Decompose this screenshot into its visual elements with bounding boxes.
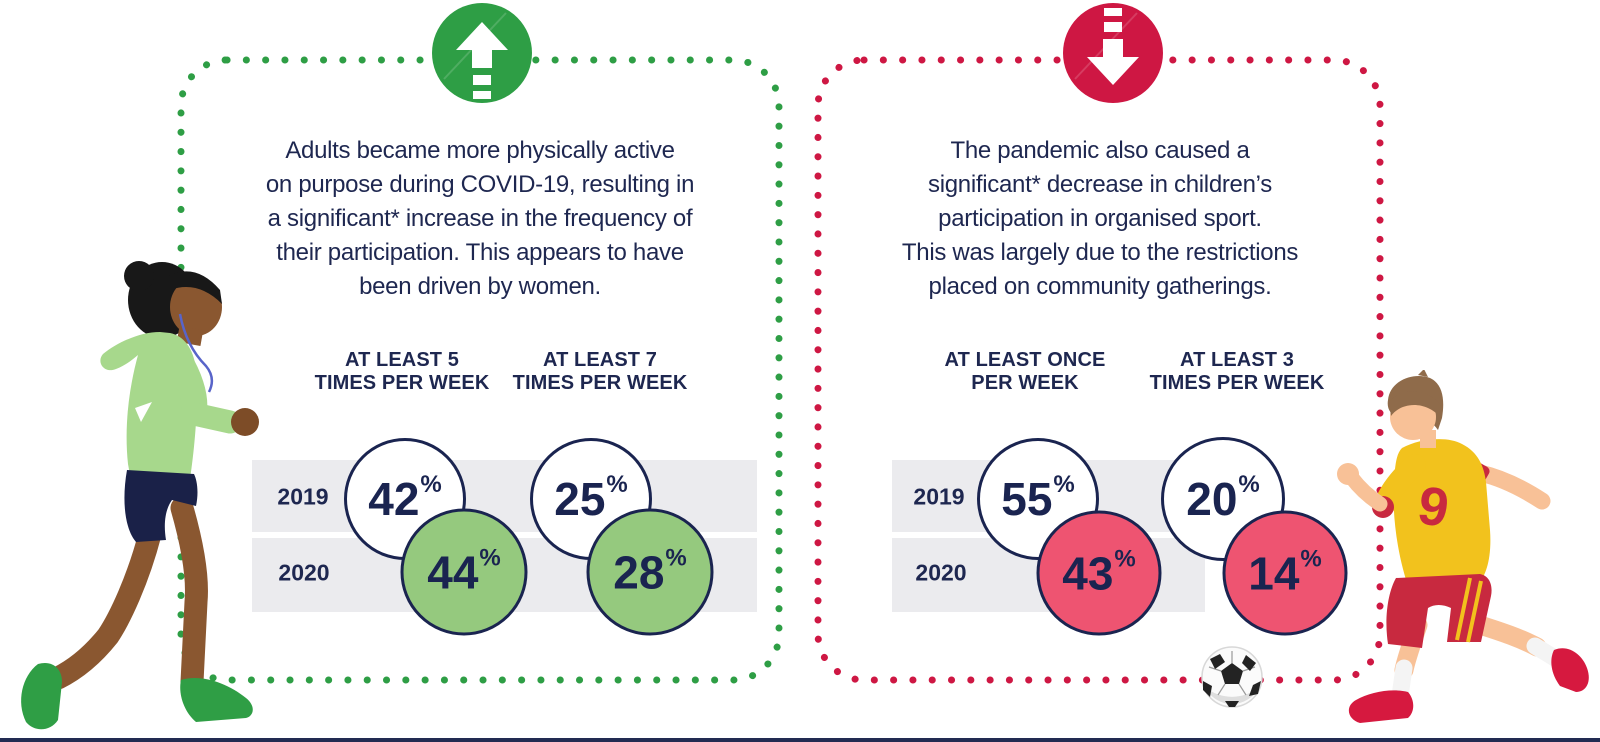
right-col1-header: AT LEAST ONCE PER WEEK bbox=[944, 349, 1106, 394]
percent-sign: % bbox=[606, 471, 628, 498]
stat-value: 20 bbox=[1186, 473, 1238, 525]
percent-sign: % bbox=[420, 471, 442, 498]
stat-value: 43 bbox=[1062, 547, 1114, 599]
soccer-ball-illustration bbox=[1201, 646, 1263, 708]
stat-bubble-2020-once-per-week: 43% bbox=[1036, 510, 1162, 636]
female-jogger-illustration bbox=[21, 261, 259, 730]
stat-value: 42 bbox=[368, 473, 420, 525]
right-row-label-2019: 2019 bbox=[913, 483, 965, 510]
stat-value: 55 bbox=[1001, 473, 1053, 525]
stat-value: 28 bbox=[613, 546, 665, 598]
percent-sign: % bbox=[479, 544, 501, 571]
stat-bubble-2020-3-times: 14% bbox=[1222, 510, 1348, 636]
left-row-label-2019: 2019 bbox=[277, 483, 329, 510]
percent-sign: % bbox=[1300, 545, 1322, 572]
boy-soccer-player-illustration: 9 bbox=[1337, 370, 1589, 723]
earphone-cord bbox=[178, 313, 214, 393]
stat-value: 25 bbox=[554, 473, 606, 525]
left-panel-paragraph: Adults became more physically active on … bbox=[265, 137, 695, 300]
left-col1-header: AT LEAST 5 TIMES PER WEEK bbox=[314, 349, 490, 394]
percent-sign: % bbox=[665, 544, 687, 571]
increase-arrow-icon bbox=[432, 3, 532, 103]
bottom-bar bbox=[0, 738, 1600, 742]
right-col2-header: AT LEAST 3 TIMES PER WEEK bbox=[1149, 349, 1325, 394]
stat-bubble-2020-at-least-7: 28% bbox=[586, 508, 714, 636]
right-row-label-2020: 2020 bbox=[915, 559, 967, 586]
right-panel-paragraph: The pandemic also caused a significant* … bbox=[901, 137, 1299, 300]
percent-sign: % bbox=[1238, 471, 1260, 498]
stat-bubble-2020-at-least-5: 44% bbox=[400, 508, 528, 636]
stat-value: 44 bbox=[427, 546, 479, 598]
left-row-label-2020: 2020 bbox=[278, 559, 330, 586]
percent-sign: % bbox=[1053, 471, 1075, 498]
percent-sign: % bbox=[1114, 545, 1136, 572]
left-col2-header: AT LEAST 7 TIMES PER WEEK bbox=[512, 349, 688, 394]
decrease-arrow-icon bbox=[1063, 3, 1163, 103]
stat-value: 14 bbox=[1248, 547, 1300, 599]
